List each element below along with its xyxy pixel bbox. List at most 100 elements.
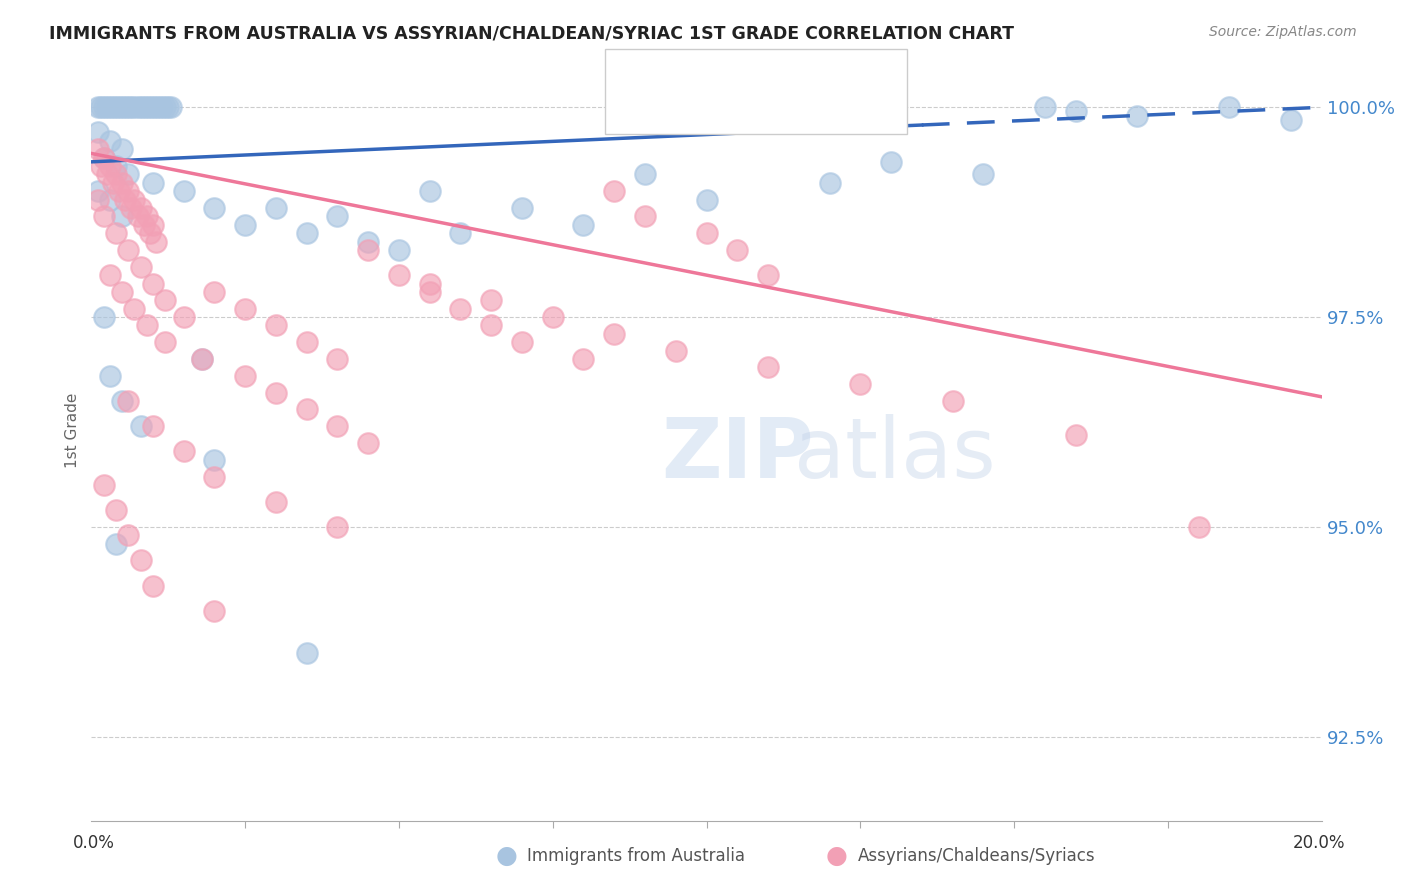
Point bbox=[111, 210, 134, 224]
Y-axis label: 1st Grade: 1st Grade bbox=[65, 392, 80, 468]
Point bbox=[120, 100, 142, 114]
Point bbox=[93, 151, 115, 165]
Point bbox=[202, 604, 225, 618]
Text: IMMIGRANTS FROM AUSTRALIA VS ASSYRIAN/CHALDEAN/SYRIAC 1ST GRADE CORRELATION CHAR: IMMIGRANTS FROM AUSTRALIA VS ASSYRIAN/CH… bbox=[49, 25, 1014, 43]
Text: N =: N = bbox=[762, 64, 806, 84]
Point bbox=[1126, 109, 1149, 123]
Point bbox=[129, 100, 152, 114]
Point bbox=[264, 201, 287, 215]
Point bbox=[90, 159, 112, 173]
Point bbox=[111, 285, 134, 299]
Point bbox=[145, 100, 167, 114]
Point bbox=[105, 159, 127, 173]
Point bbox=[142, 579, 165, 593]
Point bbox=[105, 168, 127, 182]
Text: N =: N = bbox=[772, 96, 815, 116]
Point bbox=[86, 125, 108, 139]
Point bbox=[111, 394, 134, 409]
Point bbox=[191, 352, 214, 367]
Point bbox=[264, 385, 287, 400]
Point bbox=[388, 268, 411, 282]
Point bbox=[150, 100, 173, 114]
Point bbox=[101, 176, 124, 190]
Point bbox=[105, 100, 127, 114]
Text: 68: 68 bbox=[804, 64, 831, 84]
Point bbox=[117, 528, 139, 542]
Point bbox=[96, 168, 118, 182]
Point bbox=[972, 168, 994, 182]
Point bbox=[202, 201, 225, 215]
Point bbox=[98, 268, 121, 282]
Point bbox=[98, 193, 121, 207]
Point bbox=[86, 142, 108, 156]
Text: ZIP: ZIP bbox=[661, 415, 813, 495]
Point bbox=[388, 243, 411, 257]
Point bbox=[135, 100, 157, 114]
Point bbox=[135, 318, 157, 333]
Point bbox=[634, 168, 657, 182]
Point bbox=[695, 193, 717, 207]
Point bbox=[295, 646, 318, 660]
Point bbox=[129, 201, 152, 215]
Text: Source: ZipAtlas.com: Source: ZipAtlas.com bbox=[1209, 25, 1357, 39]
Point bbox=[233, 218, 256, 232]
Point bbox=[1279, 112, 1302, 127]
Point bbox=[572, 218, 595, 232]
Point bbox=[132, 218, 155, 232]
Point bbox=[756, 268, 779, 282]
Point bbox=[510, 335, 533, 350]
Point bbox=[127, 210, 149, 224]
Point bbox=[111, 100, 134, 114]
Text: Immigrants from Australia: Immigrants from Australia bbox=[527, 847, 745, 865]
Point bbox=[202, 452, 225, 467]
Point bbox=[326, 352, 349, 367]
Point bbox=[153, 293, 177, 308]
Point bbox=[479, 318, 502, 333]
Text: 81: 81 bbox=[811, 96, 838, 116]
Point bbox=[93, 210, 115, 224]
Point bbox=[142, 277, 165, 291]
Point bbox=[93, 310, 115, 324]
Point bbox=[603, 184, 626, 198]
Point bbox=[357, 235, 380, 249]
Point bbox=[86, 100, 108, 114]
Point bbox=[880, 154, 903, 169]
Point bbox=[419, 285, 441, 299]
Point bbox=[117, 184, 139, 198]
Point bbox=[98, 100, 121, 114]
Point bbox=[145, 235, 167, 249]
Point bbox=[117, 168, 139, 182]
Point bbox=[93, 478, 115, 492]
Point bbox=[725, 243, 748, 257]
Point bbox=[756, 360, 779, 375]
Point bbox=[295, 335, 318, 350]
Point bbox=[124, 100, 146, 114]
Point bbox=[941, 394, 963, 409]
Point bbox=[101, 100, 124, 114]
Point bbox=[1187, 520, 1209, 534]
Point bbox=[191, 352, 214, 367]
Point bbox=[357, 243, 380, 257]
Point bbox=[541, 310, 564, 324]
Point bbox=[157, 100, 180, 114]
Point bbox=[108, 100, 131, 114]
Point bbox=[173, 444, 195, 458]
Point bbox=[105, 503, 127, 517]
Point bbox=[264, 318, 287, 333]
Point bbox=[202, 285, 225, 299]
Point bbox=[98, 159, 121, 173]
Point bbox=[86, 184, 108, 198]
Point bbox=[129, 419, 152, 434]
Point bbox=[818, 176, 841, 190]
Point bbox=[1064, 427, 1087, 442]
Point bbox=[105, 537, 127, 551]
Text: atlas: atlas bbox=[794, 415, 995, 495]
Point bbox=[1033, 100, 1056, 114]
Point bbox=[98, 134, 121, 148]
Text: R =: R = bbox=[657, 96, 699, 116]
Point bbox=[90, 100, 112, 114]
Point bbox=[295, 402, 318, 417]
Point bbox=[129, 260, 152, 274]
Point bbox=[572, 352, 595, 367]
Text: 20.0%: 20.0% bbox=[1292, 834, 1346, 852]
